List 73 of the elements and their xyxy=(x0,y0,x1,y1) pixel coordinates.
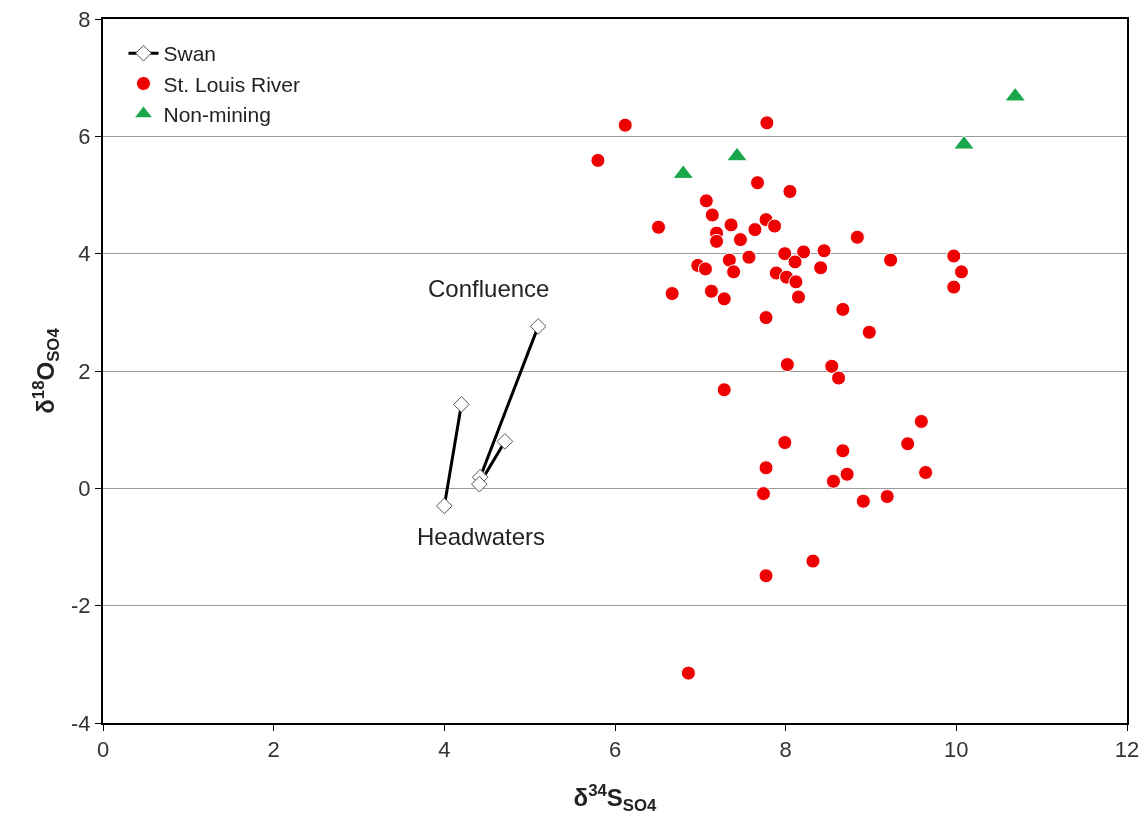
legend-label: St. Louis River xyxy=(163,72,301,96)
point xyxy=(716,291,732,307)
point xyxy=(651,219,667,235)
x-tick-label: 2 xyxy=(267,737,280,763)
point xyxy=(590,152,606,168)
legend-label: Non-mining xyxy=(163,103,271,127)
point xyxy=(839,466,855,482)
point xyxy=(796,244,812,260)
point xyxy=(835,301,851,317)
point xyxy=(953,264,969,280)
point xyxy=(831,370,847,386)
point xyxy=(709,233,725,249)
point xyxy=(767,218,783,234)
point xyxy=(779,357,795,373)
point xyxy=(825,473,841,489)
point xyxy=(913,413,929,429)
point xyxy=(824,358,840,374)
point xyxy=(861,324,877,340)
y-tick-label: -2 xyxy=(71,593,91,619)
x-tick-label: 0 xyxy=(96,737,110,763)
point xyxy=(777,246,793,262)
annotation: Headwaters xyxy=(417,523,546,550)
point xyxy=(697,261,713,277)
y-tick-label: 4 xyxy=(78,241,91,267)
legend-label: Swan xyxy=(163,42,217,66)
point xyxy=(747,222,763,238)
point xyxy=(788,274,804,290)
point xyxy=(721,252,737,268)
point xyxy=(723,217,739,233)
point xyxy=(680,665,696,681)
point xyxy=(704,207,720,223)
point xyxy=(805,553,821,569)
point xyxy=(758,460,774,476)
point xyxy=(698,193,714,209)
point xyxy=(664,286,680,302)
x-tick-label: 4 xyxy=(438,737,451,763)
point xyxy=(777,435,793,451)
point xyxy=(703,283,719,299)
point xyxy=(758,310,774,326)
y-tick-label: 0 xyxy=(78,476,91,502)
x-tick-label: 10 xyxy=(944,737,969,763)
point xyxy=(946,248,962,264)
y-tick-label: -4 xyxy=(71,710,91,736)
point xyxy=(835,443,851,459)
y-tick-label: 2 xyxy=(78,358,91,384)
point xyxy=(879,489,895,505)
x-tick-label: 6 xyxy=(608,737,622,763)
point xyxy=(946,279,962,295)
point xyxy=(741,249,757,265)
point xyxy=(855,493,871,509)
point xyxy=(790,289,806,305)
annotation: Confluence xyxy=(428,275,550,302)
point xyxy=(617,117,633,133)
point xyxy=(813,260,829,276)
y-tick-label: 8 xyxy=(78,6,91,32)
point xyxy=(758,568,774,584)
point xyxy=(759,115,775,131)
point xyxy=(918,464,934,480)
point xyxy=(755,486,771,502)
point xyxy=(732,232,748,248)
point xyxy=(787,254,803,270)
point xyxy=(782,183,798,199)
point xyxy=(716,382,732,398)
point xyxy=(816,243,832,259)
x-tick-label: 8 xyxy=(779,737,792,763)
point xyxy=(750,175,766,191)
point xyxy=(900,436,916,452)
y-tick-label: 6 xyxy=(78,124,91,150)
point xyxy=(726,264,742,280)
x-tick-label: 12 xyxy=(1114,737,1140,763)
point xyxy=(849,229,865,245)
x-axis-title: δ$^{34}$S$_{SO4}$ xyxy=(573,780,658,816)
point xyxy=(883,252,899,268)
